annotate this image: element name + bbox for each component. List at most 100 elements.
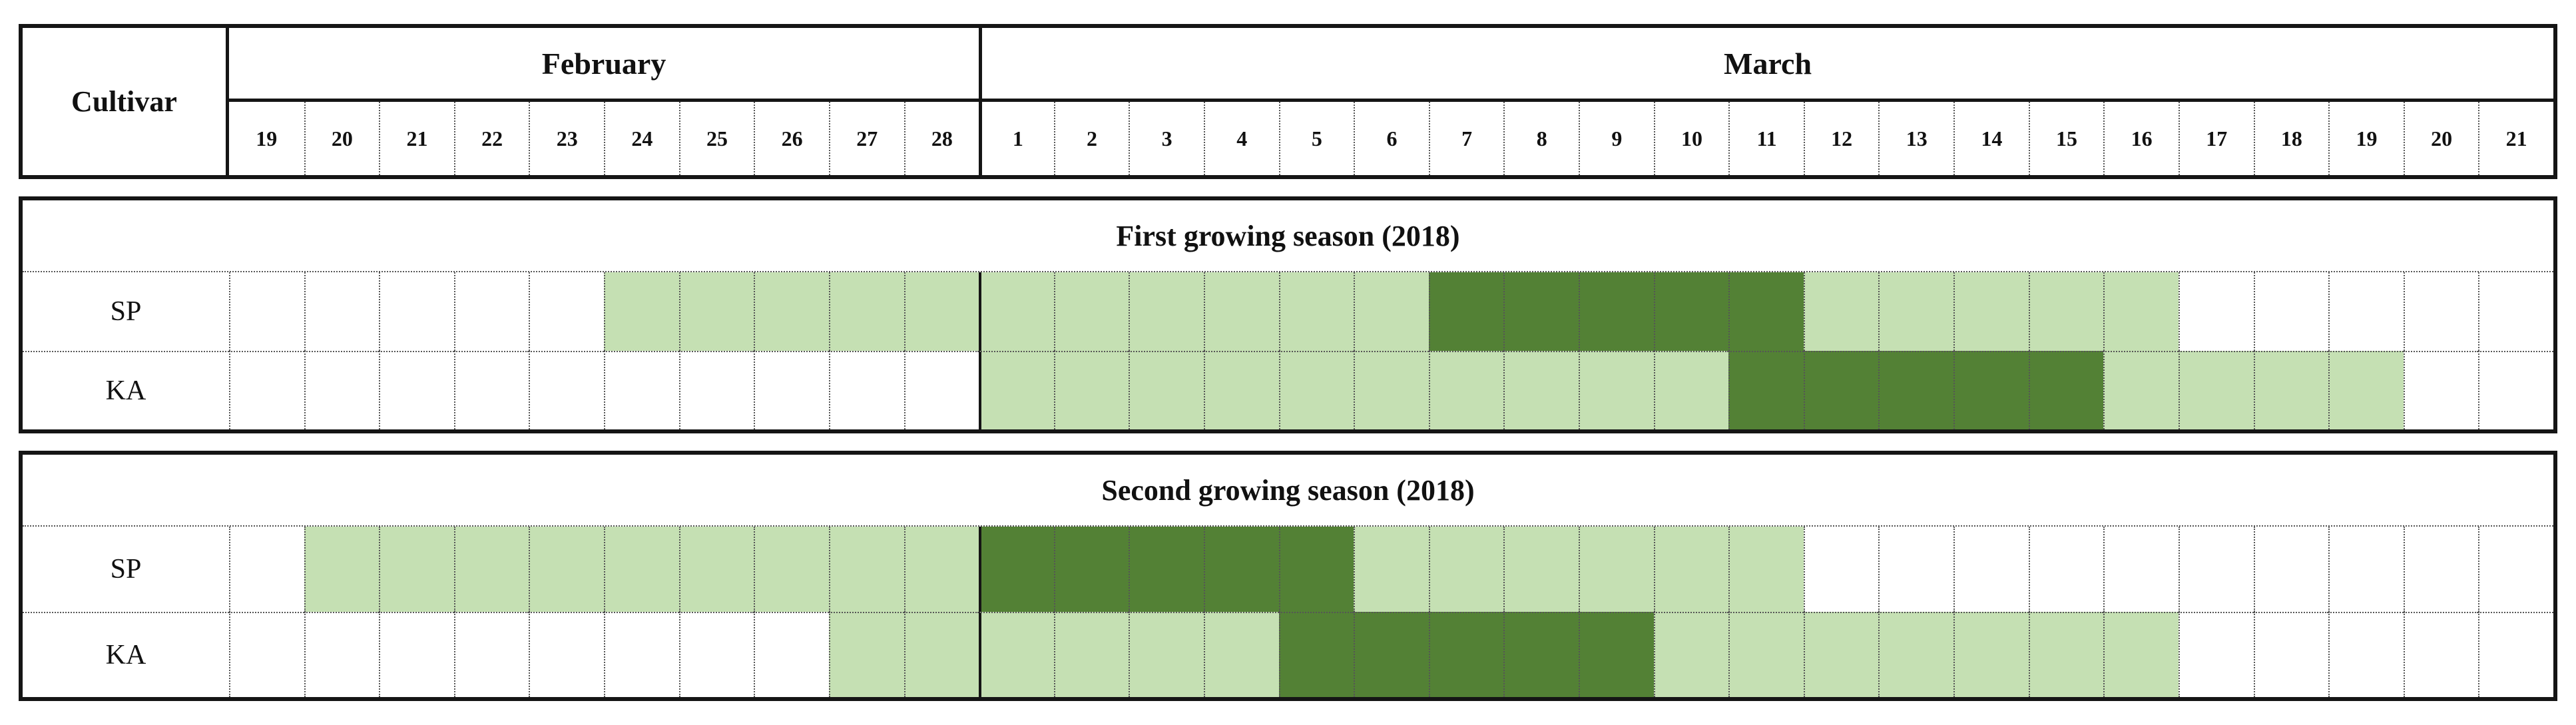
day-cell — [1129, 272, 1204, 351]
day-cell — [1803, 527, 1879, 612]
day-cell — [2253, 612, 2329, 697]
day-cell — [1428, 612, 1504, 697]
day-cell — [604, 351, 679, 429]
day-cell — [1428, 351, 1504, 429]
cultivar-row-label: SP — [110, 296, 142, 327]
day-cell — [1803, 351, 1879, 429]
day-cell — [2328, 351, 2404, 429]
month-header-march: March — [979, 28, 2553, 102]
day-cell — [678, 612, 754, 697]
day-cell — [1203, 527, 1279, 612]
calendar-header-table: Cultivar February 19 20 21 22 23 24 25 26 27 28 Mar… — [19, 24, 2557, 179]
day-header-cell: 26 — [754, 102, 829, 175]
day-cell — [2103, 272, 2179, 351]
day-cell — [1428, 272, 1504, 351]
day-cell — [2403, 272, 2479, 351]
day-cell — [1278, 527, 1354, 612]
day-cell — [1728, 612, 1804, 697]
day-cell — [1953, 272, 2029, 351]
day-cell — [529, 272, 604, 351]
day-cell — [1129, 612, 1204, 697]
day-cell — [1579, 527, 1654, 612]
day-cell — [2478, 272, 2553, 351]
day-header-cell: 21 — [2478, 102, 2553, 175]
day-cell — [2178, 272, 2254, 351]
day-cell — [1728, 527, 1804, 612]
day-header-cell: 2 — [1053, 102, 1129, 175]
day-header-cell: 17 — [2178, 102, 2254, 175]
day-cell — [1803, 272, 1879, 351]
day-cell — [1878, 612, 1954, 697]
day-cell — [304, 272, 380, 351]
month-header-february: February — [229, 28, 979, 102]
day-cell — [1653, 612, 1729, 697]
day-cell — [1503, 527, 1579, 612]
season-title: Second growing season (2018) — [23, 455, 2553, 527]
growing-season-figure: Cultivar February 19 20 21 22 23 24 25 26 27 28 Mar… — [19, 24, 2557, 701]
day-cell — [2178, 351, 2254, 429]
day-cell — [1053, 272, 1129, 351]
day-cell — [678, 272, 754, 351]
day-cell — [2328, 272, 2404, 351]
day-header-cell: 24 — [604, 102, 679, 175]
day-cell — [754, 612, 829, 697]
day-cell — [304, 527, 380, 612]
day-cell — [379, 272, 454, 351]
day-cell — [1728, 272, 1804, 351]
day-cell — [903, 612, 979, 697]
day-cell — [828, 612, 904, 697]
day-header-cell: 20 — [304, 102, 380, 175]
day-cell — [1579, 612, 1654, 697]
day-header-cell: 10 — [1653, 102, 1729, 175]
day-cell — [2478, 527, 2553, 612]
season-title: First growing season (2018) — [23, 200, 2553, 272]
day-cell — [2103, 527, 2179, 612]
day-cell — [828, 351, 904, 429]
day-cell — [2103, 351, 2179, 429]
day-cell — [979, 272, 1054, 351]
day-cell — [379, 527, 454, 612]
day-cell — [979, 612, 1054, 697]
day-header-cell: 6 — [1354, 102, 1429, 175]
day-cell — [903, 272, 979, 351]
day-cell — [754, 272, 829, 351]
day-cell — [1953, 527, 2029, 612]
day-header-cell: 13 — [1878, 102, 1953, 175]
day-cell — [1878, 272, 1954, 351]
day-cell — [979, 351, 1054, 429]
second-growing-season-grid: Second growing season (2018) SP KA — [23, 455, 2553, 697]
day-cell — [1653, 527, 1729, 612]
day-cell — [1129, 527, 1204, 612]
day-cell — [1653, 272, 1729, 351]
day-cell — [2253, 351, 2329, 429]
day-cell — [1803, 612, 1879, 697]
day-header-cell: 9 — [1579, 102, 1654, 175]
day-cell — [1278, 351, 1354, 429]
day-cell — [2028, 351, 2104, 429]
day-cell — [1053, 612, 1129, 697]
day-cell — [453, 527, 529, 612]
cultivar-row-label: KA — [23, 351, 229, 429]
day-cell — [529, 612, 605, 697]
day-cell — [2103, 612, 2179, 697]
day-cell — [2028, 527, 2104, 612]
day-cell — [1503, 351, 1579, 429]
day-cell — [1203, 612, 1279, 697]
day-cell — [2253, 272, 2329, 351]
day-cell — [2403, 351, 2479, 429]
day-cell — [453, 612, 529, 697]
day-cell — [754, 527, 829, 612]
day-cell — [229, 612, 304, 697]
second-growing-season-box: Second growing season (2018) SP KA — [19, 451, 2557, 701]
day-cell — [1354, 351, 1429, 429]
day-cell — [979, 527, 1054, 612]
day-header-cell: 12 — [1803, 102, 1879, 175]
day-header-cell: 20 — [2403, 102, 2479, 175]
day-cell — [1953, 351, 2029, 429]
day-cell — [2028, 272, 2104, 351]
day-cell — [1878, 527, 1953, 612]
day-cell — [903, 351, 979, 429]
day-cell — [604, 612, 679, 697]
day-cell — [304, 612, 380, 697]
day-header-cell: 22 — [453, 102, 529, 175]
